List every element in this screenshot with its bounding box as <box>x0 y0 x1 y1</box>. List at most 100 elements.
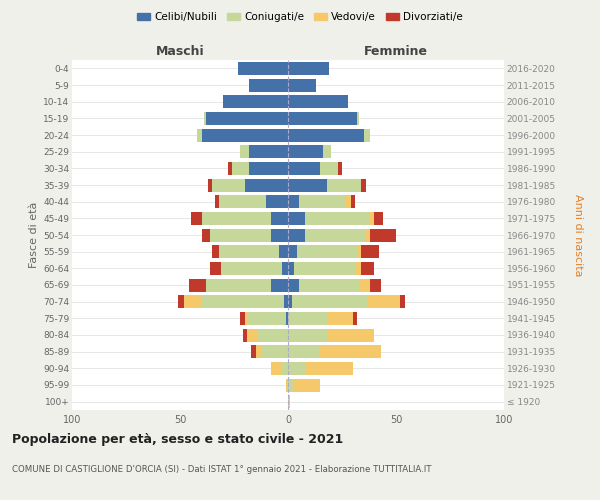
Bar <box>320 345 381 358</box>
Bar <box>288 145 323 158</box>
Text: Maschi: Maschi <box>155 46 205 59</box>
Bar <box>370 228 396 241</box>
Bar <box>288 162 320 175</box>
Bar <box>359 278 370 291</box>
Bar <box>242 328 247 342</box>
Bar <box>245 312 247 325</box>
Bar <box>251 345 256 358</box>
Bar <box>288 245 296 258</box>
Bar <box>353 312 357 325</box>
Bar <box>305 228 366 241</box>
Bar <box>288 62 329 75</box>
Bar <box>288 312 327 325</box>
Bar <box>223 95 288 108</box>
Bar <box>256 345 262 358</box>
Bar <box>212 178 245 192</box>
Bar <box>202 128 288 141</box>
Bar <box>280 245 288 258</box>
Bar <box>355 262 361 275</box>
Bar <box>232 162 249 175</box>
Bar <box>286 312 288 325</box>
Bar <box>281 262 288 275</box>
Y-axis label: Anni di nascita: Anni di nascita <box>572 194 583 276</box>
Bar <box>210 262 221 275</box>
Bar <box>221 262 281 275</box>
Bar <box>271 362 281 375</box>
Bar <box>364 128 370 141</box>
Bar <box>208 178 212 192</box>
Bar <box>202 228 210 241</box>
Bar <box>288 262 295 275</box>
Bar <box>400 295 404 308</box>
Bar <box>247 312 286 325</box>
Bar <box>288 78 316 92</box>
Bar <box>241 312 245 325</box>
Bar <box>262 345 288 358</box>
Bar <box>361 262 374 275</box>
Bar <box>288 112 357 125</box>
Bar <box>374 212 383 225</box>
Bar <box>258 328 288 342</box>
Bar <box>288 278 299 291</box>
Bar <box>288 362 305 375</box>
Bar <box>215 195 219 208</box>
Bar <box>210 228 271 241</box>
Bar <box>188 278 206 291</box>
Bar <box>178 295 184 308</box>
Bar <box>320 162 338 175</box>
Bar <box>327 328 374 342</box>
Legend: Celibi/Nubili, Coniugati/e, Vedovi/e, Divorziati/e: Celibi/Nubili, Coniugati/e, Vedovi/e, Di… <box>133 8 467 26</box>
Y-axis label: Fasce di età: Fasce di età <box>29 202 39 268</box>
Bar <box>357 245 361 258</box>
Bar <box>206 112 288 125</box>
Bar <box>288 228 305 241</box>
Bar <box>202 212 271 225</box>
Bar <box>197 128 202 141</box>
Bar <box>271 212 288 225</box>
Bar <box>338 162 342 175</box>
Bar <box>184 295 202 308</box>
Bar <box>284 295 288 308</box>
Bar <box>191 212 202 225</box>
Bar <box>288 328 327 342</box>
Bar <box>346 195 350 208</box>
Bar <box>219 195 266 208</box>
Text: Femmine: Femmine <box>364 46 428 59</box>
Bar <box>281 362 288 375</box>
Bar <box>266 195 288 208</box>
Bar <box>327 178 361 192</box>
Bar <box>299 278 359 291</box>
Bar <box>245 178 288 192</box>
Bar <box>288 195 299 208</box>
Bar <box>295 262 355 275</box>
Bar <box>286 378 288 392</box>
Bar <box>271 278 288 291</box>
Bar <box>323 145 331 158</box>
Bar <box>219 245 280 258</box>
Bar <box>299 195 346 208</box>
Bar <box>305 212 370 225</box>
Bar <box>238 62 288 75</box>
Bar <box>357 112 359 125</box>
Bar <box>296 245 357 258</box>
Text: Popolazione per età, sesso e stato civile - 2021: Popolazione per età, sesso e stato civil… <box>12 432 343 446</box>
Bar <box>241 145 249 158</box>
Bar <box>204 112 206 125</box>
Bar <box>202 295 284 308</box>
Bar <box>366 228 370 241</box>
Bar <box>350 195 355 208</box>
Bar <box>249 78 288 92</box>
Bar <box>288 295 292 308</box>
Bar <box>206 278 271 291</box>
Bar <box>288 395 290 408</box>
Bar <box>288 378 295 392</box>
Bar <box>305 362 353 375</box>
Bar <box>288 128 364 141</box>
Bar <box>288 345 320 358</box>
Bar <box>370 212 374 225</box>
Bar <box>361 245 379 258</box>
Bar <box>288 95 349 108</box>
Bar <box>212 245 219 258</box>
Bar <box>327 312 353 325</box>
Bar <box>271 228 288 241</box>
